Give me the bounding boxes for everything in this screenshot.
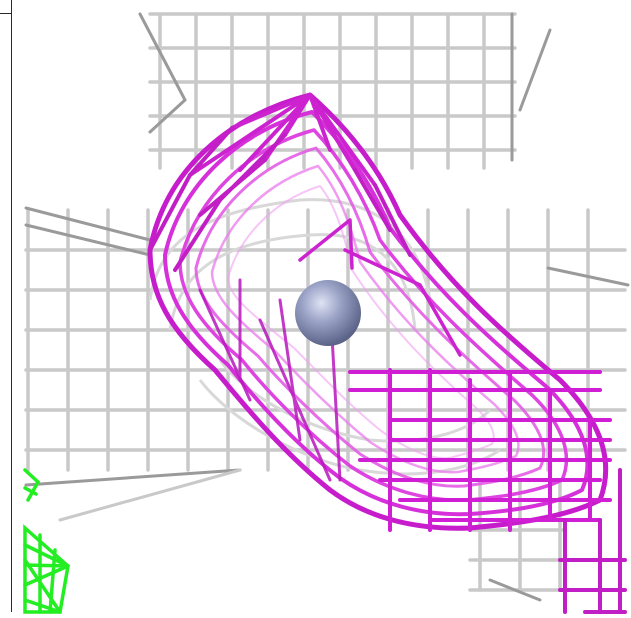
magenta-density-mesh <box>147 92 627 614</box>
atom-sphere[interactable] <box>295 280 361 346</box>
frame-border-vertical <box>11 0 12 612</box>
mesh-strand <box>24 468 242 487</box>
mesh-strand <box>138 12 187 102</box>
mesh-strand <box>546 266 630 287</box>
mesh-arc <box>198 379 501 476</box>
mesh-strand <box>488 578 542 602</box>
mesh-strand <box>58 468 242 522</box>
mesh-arc <box>148 198 432 301</box>
mesh-arc <box>168 233 417 331</box>
frame-border-horizontal <box>0 13 12 14</box>
green-density-mesh <box>23 468 70 614</box>
mesh-strand <box>24 223 152 257</box>
mesh-strand <box>148 98 187 134</box>
mesh-strand <box>24 206 152 242</box>
mesh-strand <box>518 28 552 112</box>
